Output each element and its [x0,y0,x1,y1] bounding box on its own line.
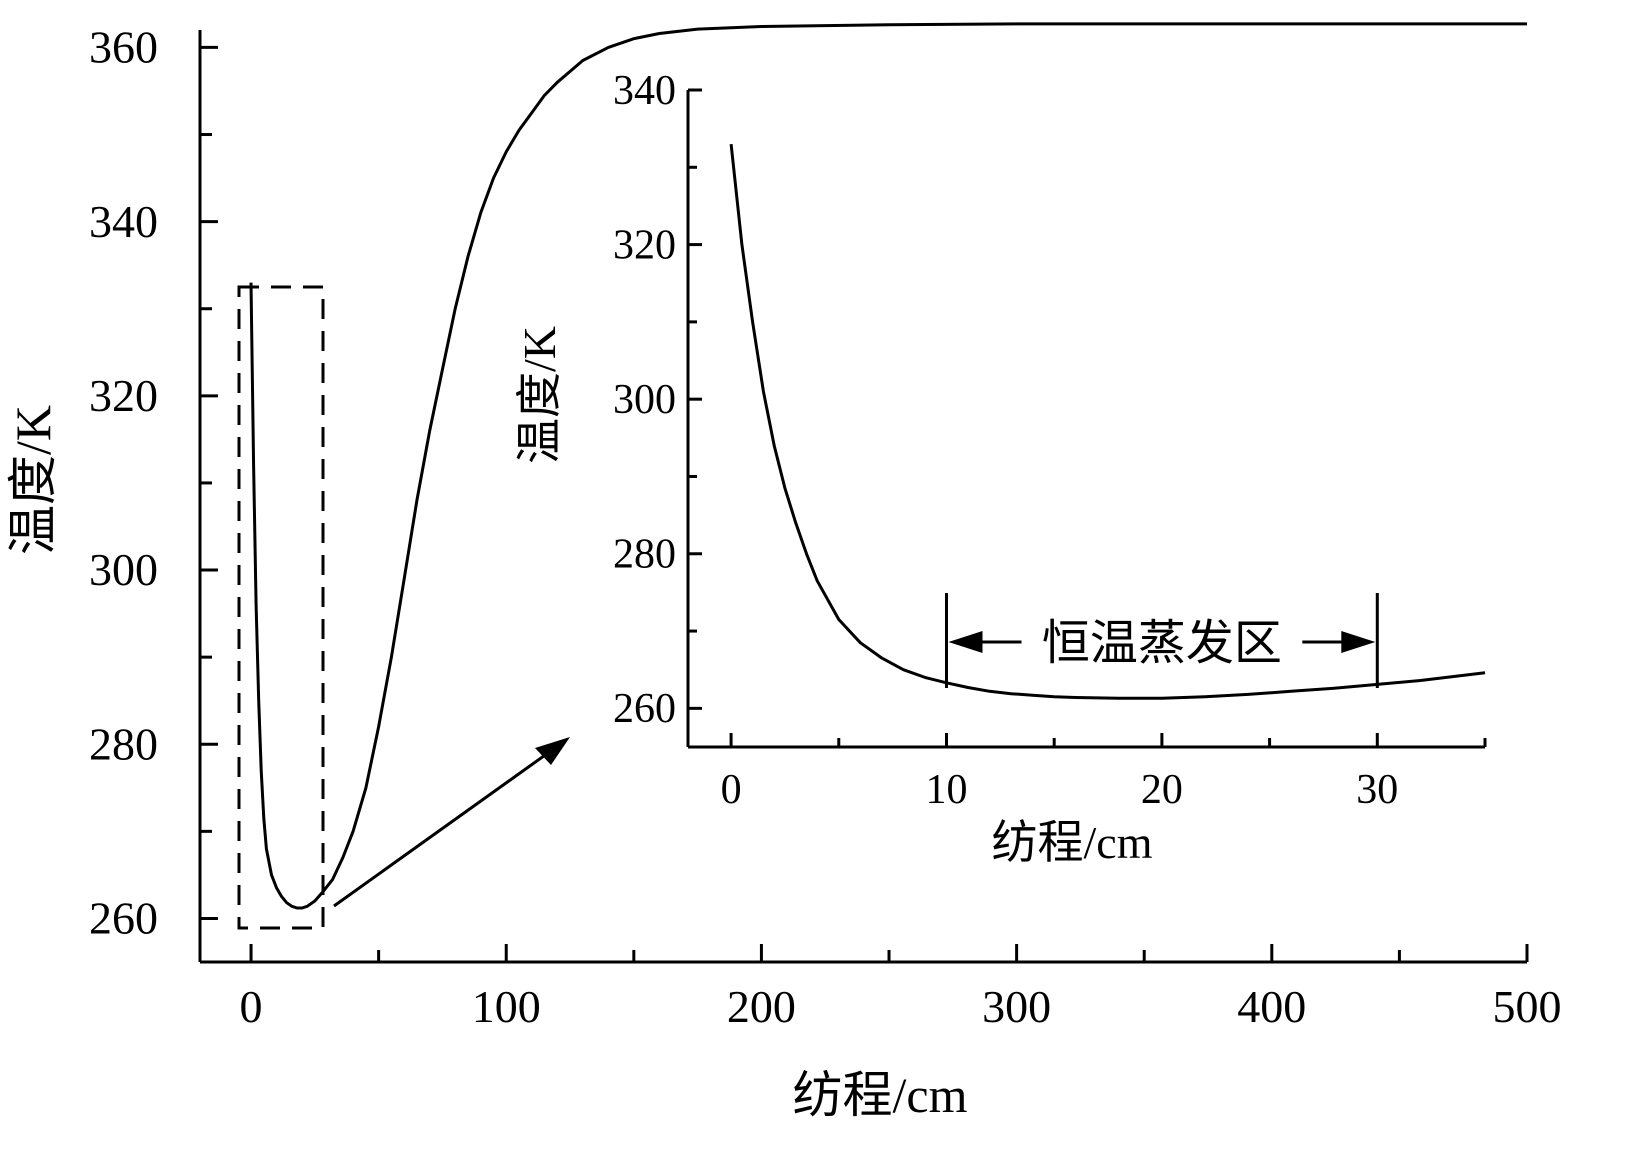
main-x-tick-label: 300 [982,981,1051,1032]
inset-series-line-0 [729,143,1486,700]
zone-right-arrowhead [1341,631,1376,653]
zoom-arrow [333,737,570,908]
inset-ticks: 0 10 20 30 260 280 300 320 340 [613,68,1487,813]
inset-y-tick-label: 260 [613,686,676,732]
main-x-tick-label: 100 [472,981,541,1032]
constant-temperature-zone-annotation: 恒温蒸发区 [944,593,1379,688]
main-x-tick-label: 0 [240,981,263,1032]
main-series-line-0 [249,22,1527,910]
inset-axes [686,90,1485,749]
inset-x-tick-label: 20 [1141,767,1183,813]
main-y-tick-label: 360 [89,22,158,73]
zone-label: 恒温蒸发区 [1042,617,1282,670]
inset-y-tick-label: 300 [613,377,676,423]
inset-x-tick-label: 0 [721,767,742,813]
inset-series [729,143,1486,700]
inset-x-axis-label: 纺程/cm [992,817,1153,868]
zoom-region-box [237,285,325,930]
inset-y-tick-label: 320 [613,222,676,268]
inset-chart: 0 10 20 30 260 280 300 320 340 恒温蒸发区 纺程/cm 温度/K [514,68,1487,868]
main-y-tick-label: 320 [89,370,158,421]
inset-y-axis-label: 温度/K [514,326,565,464]
main-x-tick-label: 400 [1237,981,1306,1032]
main-x-tick-label: 200 [727,981,796,1032]
inset-y-tick-label: 340 [613,68,676,114]
main-y-axis-label: 温度/K [5,405,61,555]
zone-left-arrowhead [948,631,983,653]
main-y-tick-label: 280 [89,718,158,769]
inset-x-tick-label: 30 [1356,767,1398,813]
inset-x-tick-label: 10 [925,767,967,813]
main-y-tick-label: 340 [89,196,158,247]
main-y-tick-label: 300 [89,544,158,595]
main-axes [198,30,1527,964]
main-x-axis-label: 纺程/cm [793,1067,968,1123]
main-y-tick-label: 260 [89,893,158,944]
main-series [249,22,1527,910]
inset-y-tick-label: 280 [613,532,676,578]
main-x-tick-label: 500 [1493,981,1562,1032]
